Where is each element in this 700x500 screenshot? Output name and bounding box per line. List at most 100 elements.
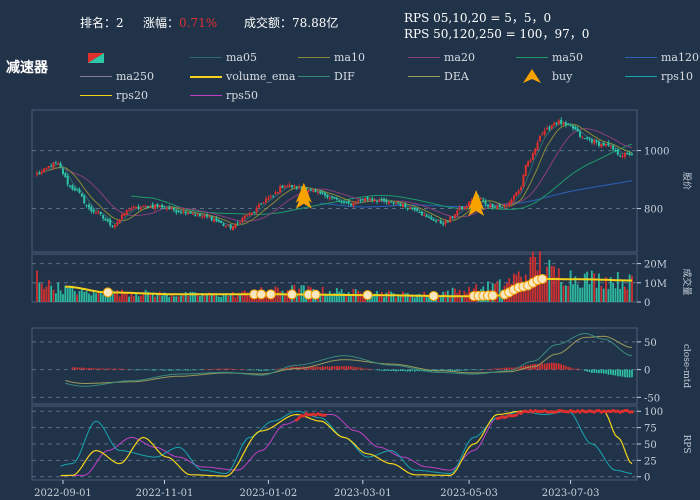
candle-body <box>354 203 357 205</box>
chart-title: 减速器 <box>6 60 48 76</box>
macd-histogram-bar <box>88 368 90 370</box>
legend-buy[interactable]: buy <box>516 69 573 83</box>
macd-histogram-bar <box>581 369 584 371</box>
macd-histogram-bar <box>104 368 107 370</box>
volume-bar <box>328 290 331 302</box>
macd-histogram-bar <box>241 369 244 370</box>
legend-candle[interactable] <box>86 51 106 65</box>
legend-ma50[interactable]: ma50 <box>516 51 583 64</box>
candle-body <box>449 216 452 223</box>
volume-bar <box>555 277 558 302</box>
volume-ema-marker <box>102 287 113 298</box>
candle-body <box>177 211 180 213</box>
ma20-swatch-icon <box>408 57 440 58</box>
rps-high-marker <box>509 414 514 418</box>
legend-rps10[interactable]: rps10 <box>625 70 693 83</box>
volume-bar <box>387 290 390 302</box>
candle-body <box>208 216 211 218</box>
macd-histogram-bar <box>151 369 154 371</box>
candle-body <box>335 198 338 200</box>
macd-tick-label: -50 <box>644 393 660 404</box>
volume-bar <box>560 282 563 302</box>
candle-body <box>581 136 584 138</box>
candle-body <box>423 214 426 217</box>
macd-histogram-bar <box>383 369 385 372</box>
candle-body <box>522 174 525 188</box>
macd-histogram-bar <box>447 369 449 371</box>
candle-body <box>224 226 227 228</box>
candle-body <box>293 185 296 187</box>
macd-histogram-bar <box>78 367 81 370</box>
volume-bar <box>333 293 336 302</box>
candle-body <box>234 223 237 228</box>
candle-body <box>548 127 551 130</box>
candle-body <box>352 202 355 206</box>
candle-body <box>420 211 423 216</box>
legend-dea[interactable]: DEA <box>408 70 469 83</box>
rps-high-marker <box>538 409 542 414</box>
macd-histogram-bar <box>404 369 407 372</box>
candle-body <box>59 163 62 168</box>
candle-body <box>401 204 404 208</box>
volume-bar <box>229 293 232 302</box>
volume-bar <box>465 293 468 302</box>
rps-high-marker <box>628 410 632 414</box>
macd-histogram-bar <box>208 368 211 370</box>
dif-line <box>65 332 633 387</box>
legend-ma10[interactable]: ma10 <box>298 51 365 64</box>
volume-bar <box>279 291 282 302</box>
macd-histogram-bar <box>326 366 329 370</box>
macd-histogram-bar <box>553 362 555 370</box>
legend-ma05[interactable]: ma05 <box>190 51 257 64</box>
macd-histogram-bar <box>206 369 208 370</box>
candle-body <box>427 216 430 218</box>
legend-label: ma250 <box>116 70 154 83</box>
candle-body <box>491 204 494 208</box>
date-tick-label: 2023-03-01 <box>334 488 392 499</box>
macd-histogram-bar <box>236 369 239 370</box>
rps-high-marker <box>535 409 540 413</box>
legend-volume-ema[interactable]: volume_ema <box>190 70 295 83</box>
legend-ma120[interactable]: ma120 <box>625 51 699 64</box>
candle-body <box>543 130 546 135</box>
legend-rps50[interactable]: rps50 <box>190 89 258 102</box>
macd-histogram-bar <box>272 369 274 371</box>
volume-bar <box>614 288 617 302</box>
volume-bar <box>451 287 454 302</box>
candle-body <box>276 192 279 194</box>
volume-bar <box>380 292 383 302</box>
date-tick-label: 2023-07-03 <box>542 488 600 499</box>
macd-histogram-bar <box>331 366 333 370</box>
rps-high-marker <box>547 410 551 414</box>
candle-body <box>623 153 626 157</box>
rps-high-marker <box>552 410 556 414</box>
volume-bar <box>163 292 166 302</box>
candle-body <box>498 205 501 207</box>
volume-bar <box>295 293 298 302</box>
candle-body <box>534 148 537 155</box>
macd-histogram-bar <box>215 368 218 370</box>
macd-histogram-bar <box>324 366 326 370</box>
macd-histogram-bar <box>510 367 513 370</box>
candle-body <box>605 143 608 146</box>
legend-rps20[interactable]: rps20 <box>80 89 148 102</box>
volume-bar <box>59 290 62 302</box>
macd-histogram-bar <box>347 366 350 370</box>
candle-body <box>326 195 329 198</box>
legend-ma250[interactable]: ma250 <box>80 70 154 83</box>
macd-histogram-bar <box>121 368 123 370</box>
legend-dif[interactable]: DIF <box>298 70 355 83</box>
macd-histogram-bar <box>340 366 343 370</box>
volume-bar <box>123 293 126 302</box>
macd-histogram-bar <box>81 367 83 370</box>
candle-body <box>125 209 128 215</box>
rps-high-marker <box>528 409 533 413</box>
macd-histogram-bar <box>274 369 277 370</box>
macd-histogram-bar <box>376 369 378 371</box>
legend-label: buy <box>552 70 573 83</box>
macd-histogram-bar <box>501 367 503 370</box>
volume-bar <box>409 295 411 302</box>
candle-body <box>350 203 353 206</box>
macd-histogram-bar <box>390 369 392 372</box>
legend-ma20[interactable]: ma20 <box>408 51 475 64</box>
